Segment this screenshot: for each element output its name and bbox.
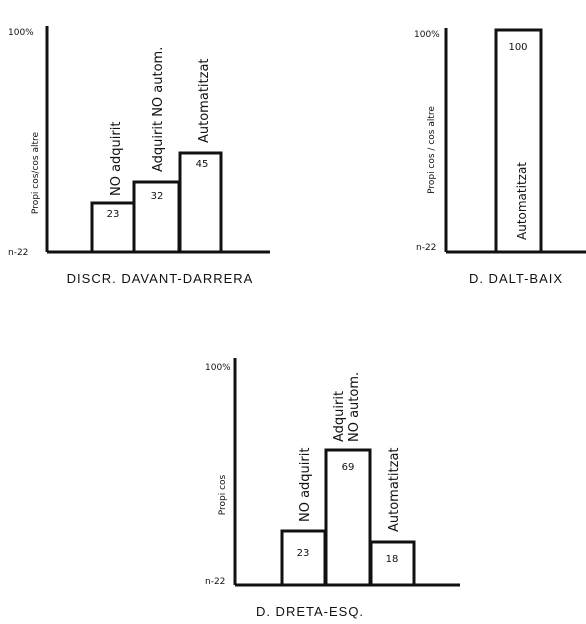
bar-automatitzat: [369, 540, 416, 587]
category-label: Automatitzat: [387, 447, 402, 532]
y-top-label: 100%: [205, 363, 231, 373]
y-bottom-label: n-22: [8, 248, 28, 258]
y-bottom-label: n-22: [205, 577, 225, 587]
chart-title: D. DRETA-ESQ.: [256, 604, 364, 619]
category-label: Automatitzat: [515, 162, 529, 240]
category-label-line: Adquirit: [332, 391, 347, 442]
bar-adquirit-no-autom: [324, 448, 372, 587]
category-label-line: NO autom.: [347, 372, 362, 442]
chart-title: D. DALT-BAIX: [469, 271, 563, 286]
bar-value-label: 32: [151, 191, 164, 202]
y-axis-label: Propi cos/cos altre: [31, 131, 41, 214]
y-top-label: 100%: [8, 28, 34, 38]
bar-value-label: 18: [386, 554, 399, 565]
y-bottom-label: n-22: [416, 243, 436, 253]
bar-value-label: 23: [107, 209, 120, 220]
category-label: NO adquirit: [109, 122, 124, 196]
bar-value-label: 45: [196, 159, 209, 170]
y-axis-label: Propi cos: [218, 474, 228, 515]
category-label: Adquirit NO autom.: [332, 372, 362, 442]
category-label: Adquirit NO autom.: [151, 47, 166, 172]
chart-davant-darrera: 100% n-22 Propi cos/cos altre 23 32 45 N…: [8, 26, 270, 286]
category-label: NO adquirit: [298, 448, 313, 522]
bar-automatitzat: [494, 28, 543, 254]
category-label: Automatitzat: [197, 58, 212, 143]
bar-automatitzat: [178, 151, 223, 254]
bar-value-label: 100: [508, 42, 527, 53]
y-top-label: 100%: [414, 30, 440, 40]
bar-value-label: 69: [342, 462, 355, 473]
chart-dreta-esq: 100% n-22 Propi cos 23 69 18 NO adquirit…: [205, 358, 460, 619]
y-axis-label: Propi cos / cos altre: [427, 106, 437, 194]
bar-value-label: 23: [297, 548, 310, 559]
chart-dalt-baix: 100% n-22 Propi cos / cos altre 100 Auto…: [414, 28, 586, 286]
bar-no-adquirit: [280, 529, 327, 587]
chart-title: DISCR. DAVANT-DARRERA: [67, 271, 254, 286]
